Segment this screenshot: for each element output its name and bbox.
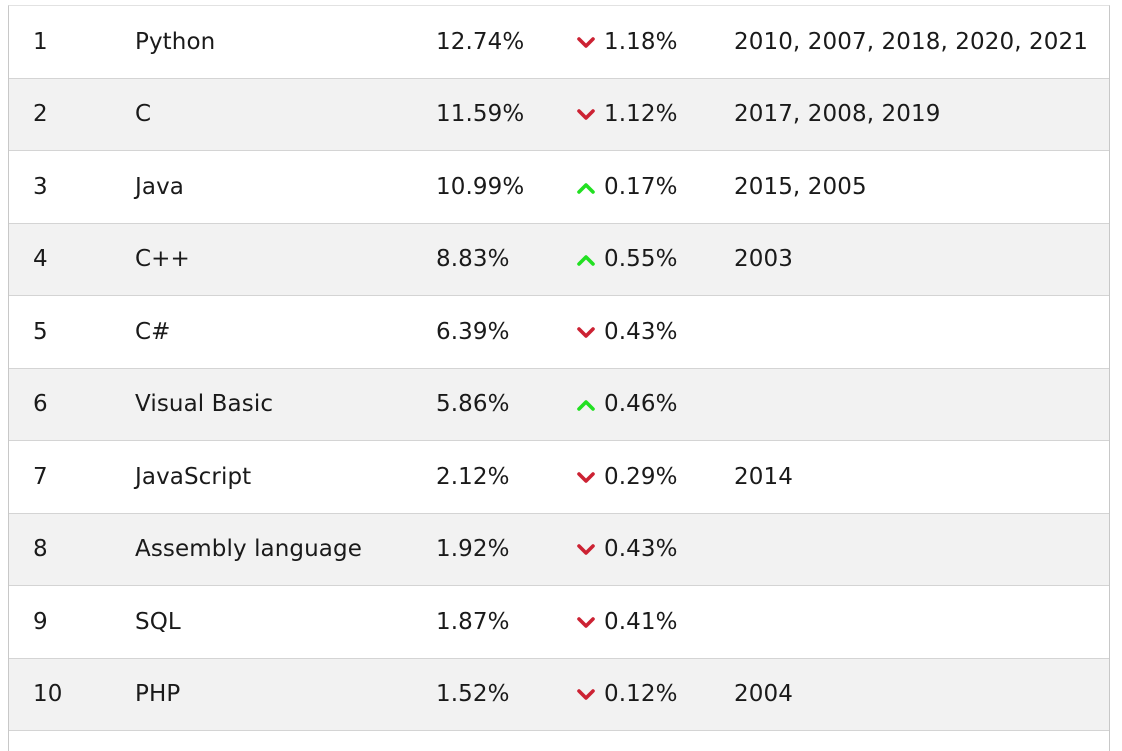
arrow-down-icon: [574, 610, 598, 634]
change-cell: 0.12%: [574, 681, 734, 707]
table-row: 5 C# 6.39% 0.43%: [9, 296, 1109, 369]
table-row: 6 Visual Basic 5.86% 0.46%: [9, 368, 1109, 441]
table-row: 10 PHP 1.52% 0.12% 2004: [9, 658, 1109, 731]
rank-cell: 7: [33, 463, 48, 490]
rank-cell: 5: [33, 318, 48, 345]
language-cell: Visual Basic: [135, 391, 274, 418]
language-cell: Python: [135, 28, 216, 55]
language-cell: JavaScript: [135, 463, 252, 490]
change-cell: 0.17%: [574, 174, 734, 200]
arrow-down-icon: [574, 682, 598, 706]
hall-of-fame-years-cell: 2015, 2005: [734, 173, 867, 200]
arrow-down-icon: [574, 537, 598, 561]
language-cell: C: [135, 101, 152, 128]
rating-cell: 11.59%: [436, 101, 525, 128]
hall-of-fame-years-cell: 2014: [734, 463, 793, 490]
rank-cell: 8: [33, 536, 48, 563]
arrow-down-icon: [574, 320, 598, 344]
change-value: 0.12%: [604, 681, 678, 708]
rank-cell: 2: [33, 101, 48, 128]
language-ranking-table: 1 Python 12.74% 1.18% 2010, 2007, 2018, 2020…: [8, 5, 1110, 751]
rank-cell: 4: [33, 246, 48, 273]
rating-cell: 12.74%: [436, 28, 525, 55]
arrow-down-icon: [574, 465, 598, 489]
table-row: 8 Assembly language 1.92% 0.43%: [9, 513, 1109, 586]
arrow-down-icon: [574, 30, 598, 54]
arrow-down-icon: [574, 102, 598, 126]
change-value: 1.12%: [604, 101, 678, 128]
rating-cell: 6.39%: [436, 318, 510, 345]
change-cell: 0.43%: [574, 319, 734, 345]
rating-cell: 8.83%: [436, 246, 510, 273]
hall-of-fame-years-cell: 2010, 2007, 2018, 2020, 2021: [734, 28, 1088, 55]
language-cell: Java: [135, 173, 184, 200]
hall-of-fame-years-cell: 2017, 2008, 2019: [734, 101, 941, 128]
rating-cell: 1.92%: [436, 536, 510, 563]
language-cell: C++: [135, 246, 190, 273]
change-value: 0.46%: [604, 391, 678, 418]
change-value: 0.43%: [604, 536, 678, 563]
rating-cell: 5.86%: [436, 391, 510, 418]
rank-cell: 10: [33, 681, 63, 708]
change-cell: 0.55%: [574, 246, 734, 272]
table-row: 7 JavaScript 2.12% 0.29% 2014: [9, 441, 1109, 514]
change-value: 0.41%: [604, 608, 678, 635]
table-row: 1 Python 12.74% 1.18% 2010, 2007, 2018, 2020…: [9, 6, 1109, 79]
arrow-up-icon: [574, 247, 598, 271]
table-row: 3 Java 10.99% 0.17% 2015, 2005: [9, 151, 1109, 224]
change-value: 0.17%: [604, 173, 678, 200]
table-row: 9 SQL 1.87% 0.41%: [9, 586, 1109, 659]
change-cell: 0.29%: [574, 464, 734, 490]
rank-cell: 6: [33, 391, 48, 418]
change-cell: 0.46%: [574, 391, 734, 417]
change-cell: 1.18%: [574, 29, 734, 55]
rank-cell: 9: [33, 608, 48, 635]
arrow-up-icon: [574, 175, 598, 199]
rank-cell: 1: [33, 28, 48, 55]
arrow-up-icon: [574, 392, 598, 416]
rank-cell: 3: [33, 173, 48, 200]
change-value: 0.29%: [604, 463, 678, 490]
language-cell: SQL: [135, 608, 181, 635]
table-row: 2 C 11.59% 1.12% 2017, 2008, 2019: [9, 78, 1109, 151]
rating-cell: 2.12%: [436, 463, 510, 490]
language-cell: Assembly language: [135, 536, 362, 563]
language-cell: PHP: [135, 681, 181, 708]
change-value: 1.18%: [604, 28, 678, 55]
rating-cell: 1.87%: [436, 608, 510, 635]
hall-of-fame-years-cell: 2003: [734, 246, 793, 273]
table-row: 4 C++ 8.83% 0.55% 2003: [9, 223, 1109, 296]
change-cell: 0.43%: [574, 536, 734, 562]
change-cell: 0.41%: [574, 609, 734, 635]
change-value: 0.55%: [604, 246, 678, 273]
change-cell: 1.12%: [574, 101, 734, 127]
rating-cell: 1.52%: [436, 681, 510, 708]
table-body: 1 Python 12.74% 1.18% 2010, 2007, 2018, 2020…: [9, 6, 1109, 731]
hall-of-fame-years-cell: 2004: [734, 681, 793, 708]
rating-cell: 10.99%: [436, 173, 525, 200]
change-value: 0.43%: [604, 318, 678, 345]
language-cell: C#: [135, 318, 171, 345]
